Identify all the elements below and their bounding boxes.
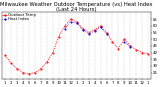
Title: Milwaukee Weather Outdoor Temperature (vs) Heat Index (Last 24 Hours): Milwaukee Weather Outdoor Temperature (v… [0,2,153,12]
Legend: Outdoor Temp, Heat Index: Outdoor Temp, Heat Index [2,13,36,21]
